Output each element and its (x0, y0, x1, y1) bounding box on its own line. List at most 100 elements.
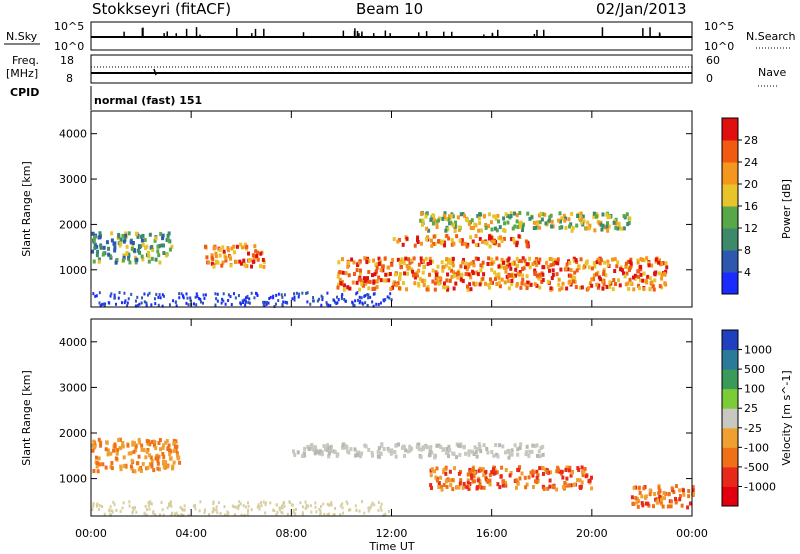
echo-cell (377, 500, 380, 504)
echo-cell (631, 502, 635, 507)
echo-cell (467, 450, 471, 455)
echo-cell (542, 486, 546, 491)
echo-cell (474, 242, 478, 247)
echo-cell (212, 264, 216, 269)
echo-cell (139, 244, 143, 249)
echo-cell (494, 214, 498, 219)
echo-cell (431, 279, 435, 284)
echo-cell (541, 278, 545, 283)
echo-cell (595, 260, 599, 265)
echo-cell (168, 448, 172, 453)
power-colorbar-tick: 4 (744, 266, 751, 279)
echo-cell (528, 256, 532, 261)
echo-cell (382, 513, 385, 517)
echo-cell (307, 447, 311, 452)
echo-cell (442, 467, 446, 472)
echo-cell (523, 258, 527, 263)
echo-cell (98, 301, 101, 305)
echo-cell (165, 464, 169, 469)
echo-cell (138, 440, 142, 445)
echo-cell (92, 502, 95, 506)
echo-cell (388, 296, 391, 300)
echo-cell (593, 264, 597, 269)
echo-cell (529, 282, 533, 287)
echo-cell (139, 468, 143, 473)
echo-cell (98, 508, 101, 512)
echo-cell (500, 239, 504, 244)
echo-cell (478, 482, 482, 487)
echo-cell (122, 253, 126, 258)
echo-cell (173, 441, 177, 446)
echo-cell (479, 485, 483, 490)
colorbar-swatch (722, 486, 738, 507)
echo-cell (575, 268, 579, 273)
echo-cell (291, 449, 295, 454)
echo-cell (114, 456, 118, 461)
cpid-value: normal (fast) 151 (94, 94, 202, 107)
echo-cell (650, 281, 654, 286)
echo-cell (92, 469, 96, 474)
echo-cell (522, 222, 526, 227)
echo-cell (241, 299, 244, 303)
echo-cell (461, 278, 465, 283)
echo-cell (180, 292, 183, 296)
echo-cell (419, 241, 423, 246)
echo-cell (262, 300, 265, 304)
noise-panel (90, 21, 693, 51)
echo-cell (567, 217, 571, 222)
echo-cell (98, 504, 101, 508)
echo-cell (660, 276, 664, 281)
echo-cell (309, 504, 312, 508)
echo-cell (519, 259, 523, 264)
echo-cell (636, 260, 640, 265)
echo-cell (441, 268, 445, 273)
echo-cell (662, 496, 666, 501)
echo-cell (531, 262, 535, 267)
echo-cell (259, 251, 263, 256)
echo-cell (532, 226, 536, 231)
echo-cell (415, 270, 419, 275)
echo-cell (357, 450, 361, 455)
echo-cell (320, 303, 323, 307)
echo-cell (233, 292, 236, 296)
echo-cell (447, 444, 451, 449)
echo-cell (394, 454, 398, 459)
time-tick-label: 08:00 (275, 527, 307, 540)
echo-cell (451, 214, 455, 219)
echo-cell (546, 486, 550, 491)
echo-cell (189, 296, 192, 300)
echo-cell (172, 460, 176, 465)
echo-cell (470, 218, 474, 223)
echo-cell (420, 212, 424, 217)
echo-cell (478, 484, 482, 489)
echo-cell (501, 483, 505, 488)
echo-cell (149, 500, 152, 504)
echo-cell (481, 276, 485, 281)
echo-cell (504, 212, 508, 217)
echo-cell (177, 513, 180, 517)
echo-cell (169, 502, 172, 506)
echo-cell (459, 478, 463, 483)
echo-cell (628, 267, 632, 272)
echo-cell (213, 508, 216, 512)
echo-cell (293, 298, 296, 302)
echo-cell (519, 220, 523, 225)
echo-cell (429, 473, 433, 478)
echo-cell (439, 444, 443, 449)
echo-cell (563, 481, 567, 486)
echo-cell (545, 469, 549, 474)
echo-cell (469, 261, 473, 266)
echo-cell (160, 500, 163, 504)
echo-cell (126, 304, 129, 308)
echo-cell (505, 274, 509, 279)
echo-cell (569, 273, 573, 278)
echo-cell (92, 237, 96, 242)
echo-cell (367, 286, 371, 291)
echo-cell (551, 268, 555, 273)
echo-cell (467, 262, 471, 267)
echo-cell (417, 447, 421, 452)
echo-cell (115, 451, 119, 456)
echo-cell (403, 271, 407, 276)
